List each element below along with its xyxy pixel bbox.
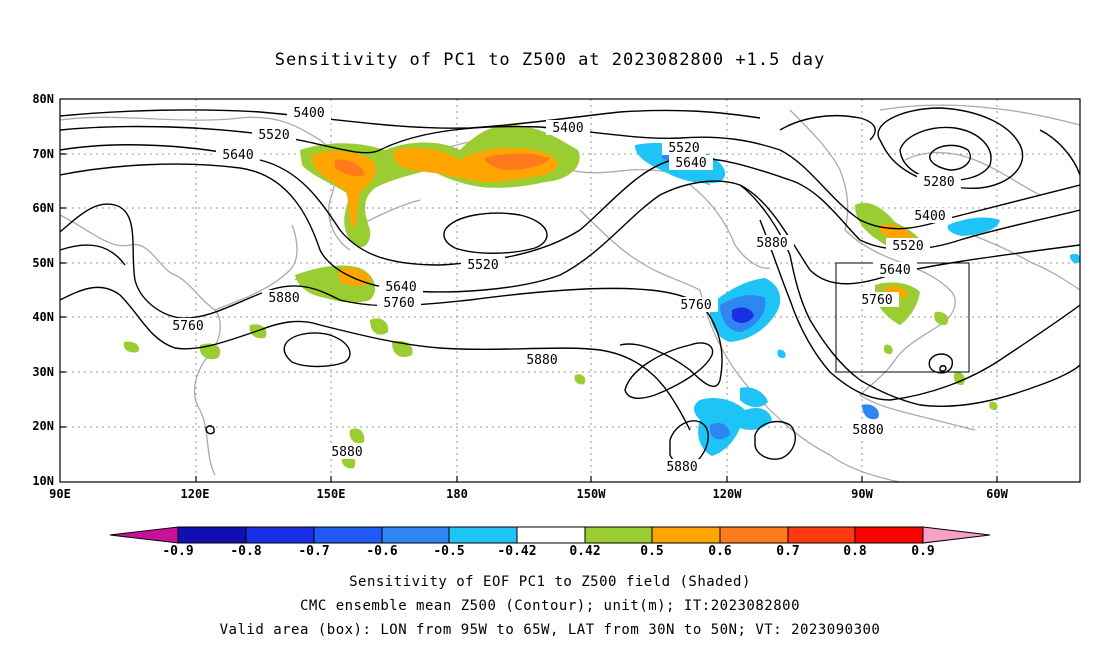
colorbar-swatch [313, 526, 383, 544]
colorbar-swatch [516, 526, 586, 544]
colorbar-label: 0.6 [708, 544, 732, 559]
plot-frame [59, 98, 1081, 483]
colorbar-swatch [448, 526, 518, 544]
contour-label: 5880 [526, 353, 557, 368]
footer-line: CMC ensemble mean Z500 (Contour); unit(m… [299, 598, 800, 614]
contour-label: 5760 [861, 293, 892, 308]
colorbar-label: 0.8 [843, 544, 867, 559]
lon-label: 180 [446, 487, 468, 501]
colorbar-label: 0.7 [776, 544, 800, 559]
colorbar-swatch [854, 526, 924, 544]
coastlines [60, 104, 1080, 482]
contour-label: 5280 [923, 175, 954, 190]
colorbar-swatch [245, 526, 315, 544]
colorbar-label: -0.9 [162, 544, 194, 559]
contour-label: 5520 [668, 141, 699, 156]
lat-label: 10N [32, 474, 54, 488]
contour-label: 5400 [914, 209, 945, 224]
lon-label: 120E [180, 487, 210, 501]
colorbar-swatch [177, 526, 247, 544]
contour-label: 5760 [383, 296, 414, 311]
footer-line: Valid area (box): LON from 95W to 65W, L… [219, 622, 881, 638]
contour-label: 5640 [222, 148, 253, 163]
lon-label: 150W [576, 487, 606, 501]
colorbar-swatch [787, 526, 856, 544]
contour-label: 5520 [467, 258, 498, 273]
contour-label: 5880 [331, 445, 362, 460]
contour-label: 5880 [756, 236, 787, 251]
contour-label: 5400 [293, 106, 324, 121]
contour-label: 5640 [879, 263, 910, 278]
map-title: Sensitivity of PC1 to Z500 at 2023082800… [274, 50, 826, 70]
lat-label: 30N [32, 365, 54, 379]
colorbar-label: 0.5 [640, 544, 664, 559]
colorbar-triangle-left [109, 526, 179, 544]
lat-label: 50N [32, 256, 54, 270]
lon-label: 150E [316, 487, 346, 501]
contour-labels: 5400 5520 5640 5400 5520 5640 5280 5400 … [166, 105, 961, 475]
lon-label: 90W [851, 487, 873, 501]
contour-label: 5880 [852, 423, 883, 438]
colorbar-label: -0.5 [433, 544, 465, 559]
lat-label: 60N [32, 201, 54, 215]
colorbar-swatch [381, 526, 450, 544]
colorbar-label: -0.7 [298, 544, 330, 559]
colorbar-label: 0.9 [911, 544, 935, 559]
contour-label: 5520 [892, 239, 923, 254]
contour-label: 5760 [172, 319, 203, 334]
lat-label: 70N [32, 147, 54, 161]
lon-label: 90E [49, 487, 71, 501]
lon-label: 120W [712, 487, 742, 501]
contour-label: 5400 [552, 121, 583, 136]
contour-label: 5880 [268, 291, 299, 306]
colorbar-swatch [584, 526, 653, 544]
colorbar-label: -0.42 [497, 544, 537, 559]
lat-label: 80N [32, 92, 54, 106]
contour-label: 5880 [666, 460, 697, 475]
footer-line: Sensitivity of EOF PC1 to Z500 field (Sh… [349, 574, 751, 590]
colorbar-swatch [719, 526, 789, 544]
colorbar-label: -0.8 [230, 544, 262, 559]
lat-label: 40N [32, 310, 54, 324]
colorbar-label: 0.42 [569, 544, 601, 559]
contour-label: 5640 [385, 280, 416, 295]
colorbar-label: -0.6 [366, 544, 398, 559]
colorbar [109, 526, 991, 544]
lat-label: 20N [32, 419, 54, 433]
contour-label: 5760 [680, 298, 711, 313]
colorbar-triangle-right [922, 526, 991, 544]
lon-label: 60W [986, 487, 1008, 501]
colorbar-swatch [651, 526, 721, 544]
contour-label: 5640 [675, 156, 706, 171]
contour-label: 5520 [258, 128, 289, 143]
